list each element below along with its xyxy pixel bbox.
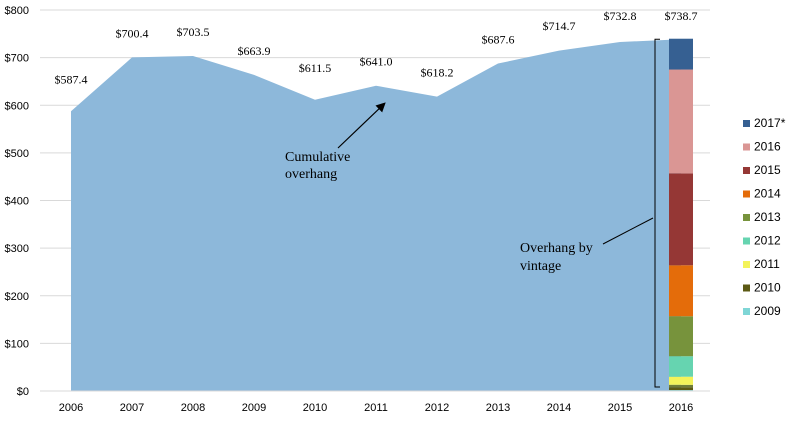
vintage-bracket xyxy=(654,38,660,388)
y-tick-label: $800 xyxy=(5,5,29,17)
annotation-vintage-line1: Overhang by xyxy=(520,241,593,256)
y-tick-label: $700 xyxy=(5,53,29,65)
x-tick-label: 2011 xyxy=(364,402,388,414)
data-label: $738.7 xyxy=(665,9,698,23)
x-tick-label: 2014 xyxy=(547,402,571,414)
legend-swatch xyxy=(743,214,750,221)
bar-segment xyxy=(669,173,693,266)
annotation-vintage-line2: vintage xyxy=(520,259,561,274)
x-tick-label: 2013 xyxy=(486,402,510,414)
legend-swatch xyxy=(743,167,750,174)
legend-label: 2016 xyxy=(754,140,781,154)
y-tick-label: $0 xyxy=(17,386,29,398)
data-label: $700.4 xyxy=(116,26,149,40)
x-tick-label: 2015 xyxy=(608,402,632,414)
bar-segment xyxy=(669,316,693,357)
data-label: $703.5 xyxy=(177,25,210,39)
x-tick-label: 2006 xyxy=(59,402,83,414)
data-label: $687.6 xyxy=(482,33,515,47)
x-tick-label: 2012 xyxy=(425,402,449,414)
bar-segment xyxy=(669,376,693,385)
data-label: $611.5 xyxy=(299,61,332,75)
data-label: $618.2 xyxy=(421,66,454,80)
stacked-bar-2016 xyxy=(669,38,693,391)
data-label: $641.0 xyxy=(360,55,393,69)
x-tick-label: 2009 xyxy=(242,402,266,414)
legend-swatch xyxy=(743,190,750,198)
data-label: $714.7 xyxy=(543,19,576,33)
legend-label: 2012 xyxy=(754,234,781,248)
legend-label: 2014 xyxy=(754,187,781,201)
legend-swatch xyxy=(743,284,750,292)
y-tick-label: $300 xyxy=(5,243,29,255)
y-tick-label: $200 xyxy=(5,291,29,303)
y-tick-label: $100 xyxy=(5,338,29,350)
data-label: $663.9 xyxy=(238,44,271,58)
legend-swatch xyxy=(743,261,750,268)
x-tick-label: 2007 xyxy=(120,402,144,414)
annotation-cumulative-line2: overhang xyxy=(285,167,337,182)
bar-segment xyxy=(669,356,693,377)
annotation-cumulative-line1: Cumulative xyxy=(285,150,350,165)
bar-segment xyxy=(669,38,693,70)
x-tick-label: 2010 xyxy=(303,402,327,414)
annotation-vintage-leader xyxy=(602,217,654,245)
area-layer xyxy=(71,39,681,392)
annotation-arrow xyxy=(337,102,386,149)
y-tick-label: $400 xyxy=(5,196,29,208)
legend-swatch xyxy=(743,120,750,127)
legend-label: 2013 xyxy=(754,210,781,224)
legend-label: 2017* xyxy=(754,116,786,130)
legend-label: 2015 xyxy=(754,163,781,177)
bar-segment xyxy=(669,387,693,391)
y-tick-label: $600 xyxy=(5,100,29,112)
data-label: $587.4 xyxy=(55,72,88,86)
legend: 2017* 2016 2015 2014 2013 2012 2011 2010 2009 xyxy=(743,116,786,318)
annotations: Cumulative overhang Overhang by vintage xyxy=(285,38,660,388)
y-tick-label: $500 xyxy=(5,148,29,160)
legend-swatch xyxy=(743,237,750,245)
bar-segment xyxy=(669,384,693,388)
data-labels: $587.4 $700.4 $703.5 $663.9 $611.5 $641.0 $618… xyxy=(55,9,698,86)
data-label: $732.8 xyxy=(604,9,637,23)
legend-label: 2010 xyxy=(754,281,781,295)
legend-swatch xyxy=(743,308,750,315)
bar-segment xyxy=(669,69,693,174)
legend-label: 2011 xyxy=(754,257,780,271)
bar-segment xyxy=(669,265,693,317)
y-axis: $0 $100 $200 $300 $400 $500 $600 $700 $800 xyxy=(5,5,29,398)
area-cumulative-overhang xyxy=(71,39,681,392)
x-tick-label: 2008 xyxy=(181,402,205,414)
legend-swatch xyxy=(743,143,750,151)
x-tick-label: 2016 xyxy=(669,402,693,414)
legend-label: 2009 xyxy=(754,304,781,318)
x-axis: 2006 2007 2008 2009 2010 2011 2012 2013 2014 2015… xyxy=(40,390,710,414)
